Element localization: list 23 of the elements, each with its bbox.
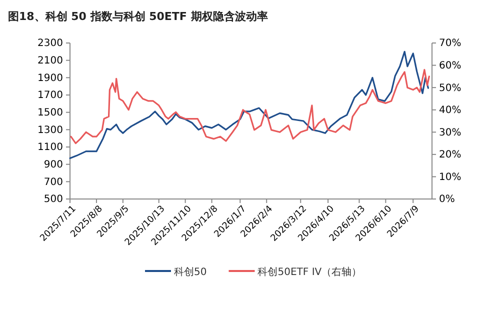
y-tick-label: 1900 [38, 72, 63, 84]
y-tick-label: 1700 [38, 90, 63, 102]
y-tick-label: 2300 [38, 38, 63, 50]
y-tick-label: 1300 [38, 124, 63, 136]
y-tick-label: 2100 [38, 56, 63, 67]
y-tick-label: 1500 [38, 108, 63, 119]
y2-tick-label: 10% [439, 172, 462, 183]
line-series [70, 68, 430, 144]
line-series [69, 50, 430, 160]
y2-tick-label: 0% [439, 194, 455, 206]
y2-tick-label: 40% [439, 105, 462, 116]
y2-tick-label: 50% [439, 82, 462, 94]
y2-tick-label: 30% [439, 127, 462, 138]
y-tick-label: 900 [44, 160, 63, 171]
y2-tick-label: 60% [439, 60, 462, 72]
legend-label: 科创50ETF IV（右轴） [258, 266, 362, 278]
chart-title: 图18、科创 50 指数与科创 50ETF 期权隐含波动率 [8, 10, 268, 23]
legend-label: 科创50 [174, 266, 207, 278]
y-tick-label: 500 [44, 194, 63, 206]
y-tick-label: 1100 [38, 142, 63, 154]
y2-tick-label: 20% [439, 150, 462, 161]
y2-tick-label: 70% [439, 38, 462, 50]
y-tick-label: 700 [44, 176, 63, 188]
